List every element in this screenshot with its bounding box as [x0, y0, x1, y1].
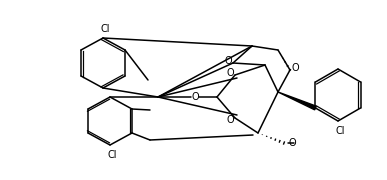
Text: O: O — [226, 115, 234, 125]
Text: Cl: Cl — [100, 24, 110, 34]
Text: O: O — [224, 56, 232, 66]
Text: O: O — [226, 68, 234, 78]
Text: O: O — [291, 63, 299, 73]
Text: O: O — [191, 92, 199, 102]
Text: Cl: Cl — [335, 126, 345, 136]
Text: Cl: Cl — [107, 150, 117, 160]
Text: O: O — [288, 138, 296, 148]
Polygon shape — [278, 92, 316, 110]
